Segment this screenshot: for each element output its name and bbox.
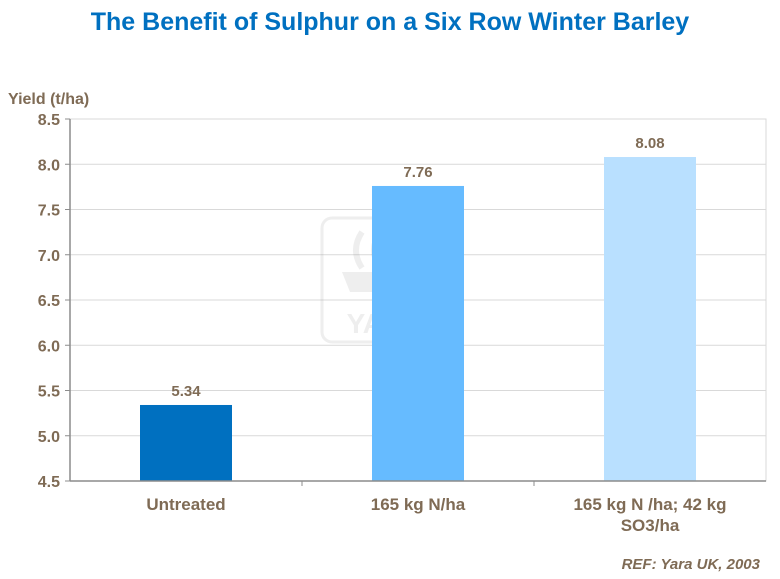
category-label-0: Untreated — [146, 495, 225, 514]
y-tick-label-0: 4.5 — [38, 474, 60, 491]
y-tick-label-1: 5.0 — [38, 429, 60, 446]
y-tick-label-8: 8.5 — [38, 112, 60, 129]
axes — [65, 118, 766, 486]
bars — [140, 157, 696, 481]
bar-2 — [604, 157, 696, 481]
reference-note: REF: Yara UK, 2003 — [621, 556, 760, 573]
value-label-2: 8.08 — [635, 135, 664, 152]
y-axis-label: Yield (t/ha) — [8, 91, 89, 108]
y-tick-label-6: 7.5 — [38, 203, 60, 220]
category-label-2-line-0: 165 kg N /ha; 42 kg — [573, 495, 726, 514]
value-label-1: 7.76 — [403, 164, 432, 181]
category-label-1: 165 kg N/ha — [371, 495, 466, 514]
y-tick-label-4: 6.5 — [38, 293, 60, 310]
y-tick-label-5: 7.0 — [38, 248, 60, 265]
labels: 4.5 5.0 5.5 6.0 6.5 7.0 7.5 8.0 8.5 5.34 Untreated… — [38, 112, 727, 535]
bar-1 — [372, 185, 464, 481]
value-label-0: 5.34 — [171, 383, 201, 400]
y-tick-label-2: 5.5 — [38, 384, 60, 401]
bar-0 — [140, 404, 232, 481]
y-tick-label-3: 6.0 — [38, 338, 60, 355]
y-tick-label-7: 8.0 — [38, 157, 60, 174]
chart-title: The Benefit of Sulphur on a Six Row Wint… — [90, 8, 690, 36]
category-label-2-line-1: SO3/ha — [621, 516, 680, 535]
